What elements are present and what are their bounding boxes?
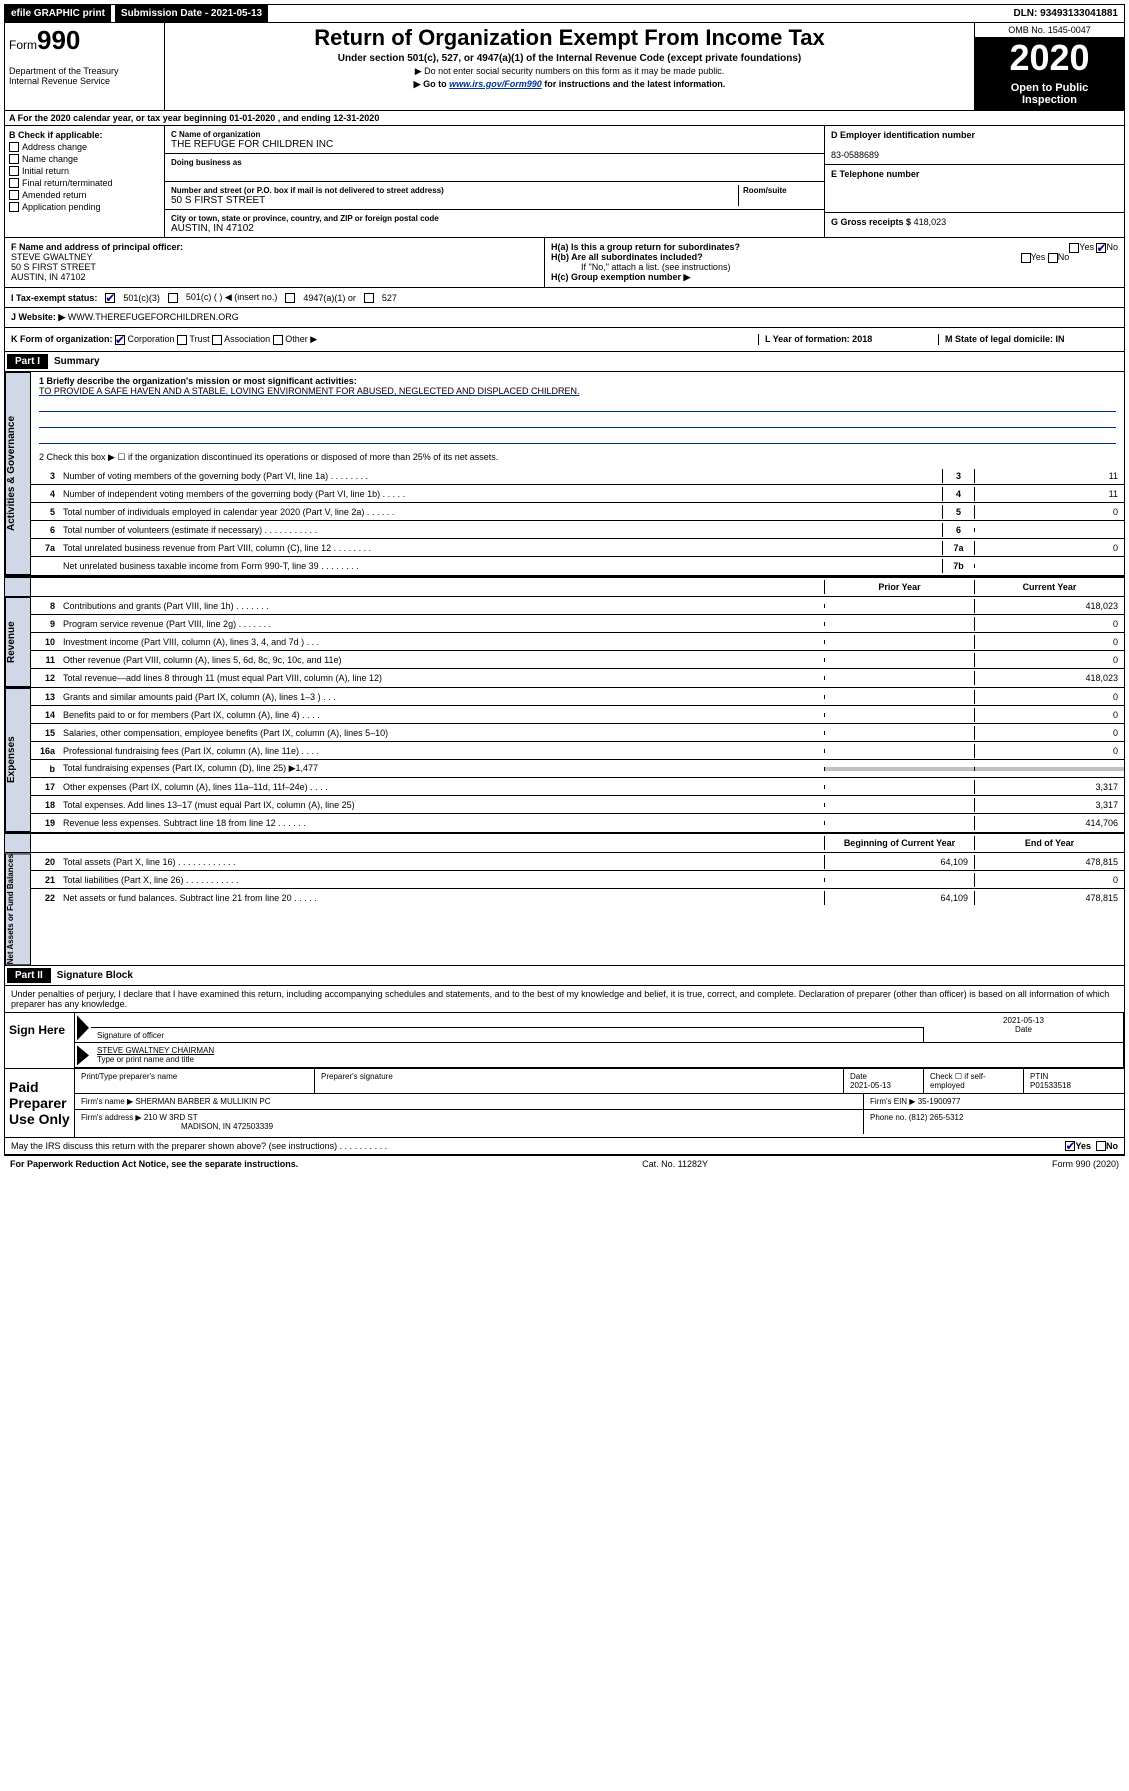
chk-527[interactable] [364,293,374,303]
mission: TO PROVIDE A SAFE HAVEN AND A STABLE, LO… [39,386,1116,396]
chk-assoc[interactable] [212,335,222,345]
phone: (812) 265-5312 [909,1113,964,1122]
gross-receipts: 418,023 [914,217,947,227]
box-b-label: B Check if applicable: [9,130,160,140]
form-header: Form990 Department of the Treasury Inter… [4,23,1125,111]
officer-name: STEVE GWALTNEY [11,252,93,262]
omb: OMB No. 1545-0047 [975,23,1124,38]
part2-header: Part IISignature Block [4,966,1125,986]
expenses-label: Expenses [5,688,31,832]
org-city: AUSTIN, IN 47102 [171,223,254,234]
discuss-no[interactable] [1096,1141,1106,1151]
ha-yes[interactable] [1069,243,1079,253]
ein: 83-0588689 [831,150,879,160]
instr-link: ▶ Go to www.irs.gov/Form990 for instruct… [169,79,970,90]
chk-501c3[interactable] [105,293,115,303]
discuss-row: May the IRS discuss this return with the… [4,1138,1125,1155]
efile-btn[interactable]: efile GRAPHIC print [5,5,111,22]
sign-section: Sign Here Signature of officer 2021-05-1… [4,1013,1125,1069]
ha-no[interactable] [1096,243,1106,253]
chk-pending[interactable] [9,202,19,212]
dln: DLN: 93493133041881 [1013,8,1124,19]
revenue-section: Revenue 8Contributions and grants (Part … [4,597,1125,688]
subtitle: Under section 501(c), 527, or 4947(a)(1)… [169,53,970,64]
website[interactable]: WWW.THEREFUGEFORCHILDREN.ORG [68,312,239,322]
chk-4947[interactable] [285,293,295,303]
tax-year: 2020 [975,38,1124,78]
row-klm: K Form of organization: Corporation Trus… [4,328,1125,352]
chk-trust[interactable] [177,335,187,345]
netassets-section: Net Assets or Fund Balances 20Total asse… [4,853,1125,966]
org-address: 50 S FIRST STREET [171,195,265,206]
netassets-label: Net Assets or Fund Balances [5,853,31,965]
perjury: Under penalties of perjury, I declare th… [4,986,1125,1013]
form-number: Form990 [9,25,160,56]
chk-initial[interactable] [9,166,19,176]
chk-other[interactable] [273,335,283,345]
governance-label: Activities & Governance [5,372,31,575]
submission-date: Submission Date - 2021-05-13 [115,5,268,22]
chk-final[interactable] [9,178,19,188]
revenue-label: Revenue [5,597,31,687]
expenses-section: Expenses 13Grants and similar amounts pa… [4,688,1125,833]
section-bcd: B Check if applicable: Address change Na… [4,126,1125,238]
irs-link[interactable]: www.irs.gov/Form990 [449,79,542,89]
chk-name[interactable] [9,154,19,164]
row-i: I Tax-exempt status: 501(c)(3) 501(c) ( … [4,288,1125,308]
ptin: P01533518 [1030,1081,1071,1090]
dept-label: Department of the Treasury Internal Reve… [9,66,160,86]
hb-yes[interactable] [1021,253,1031,263]
hb-no[interactable] [1048,253,1058,263]
row-fgh: F Name and address of principal officer:… [4,238,1125,288]
org-name: THE REFUGE FOR CHILDREN INC [171,139,333,150]
instr-ssn: ▶ Do not enter social security numbers o… [169,66,970,77]
chk-amended[interactable] [9,190,19,200]
row-j: J Website: ▶ WWW.THEREFUGEFORCHILDREN.OR… [4,308,1125,328]
chk-address[interactable] [9,142,19,152]
open-public: Open to Public Inspection [975,78,1124,110]
discuss-yes[interactable] [1065,1141,1075,1151]
footer: For Paperwork Reduction Act Notice, see … [4,1155,1125,1172]
row-a: A For the 2020 calendar year, or tax yea… [4,111,1125,126]
firm-name: SHERMAN BARBER & MULLIKIN PC [135,1097,270,1106]
chk-corp[interactable] [115,335,125,345]
page-title: Return of Organization Exempt From Incom… [169,25,970,51]
topbar: efile GRAPHIC print Submission Date - 20… [4,4,1125,23]
part1-header: Part ISummary [4,352,1125,372]
governance-section: Activities & Governance 1 Briefly descri… [4,372,1125,576]
chk-501c[interactable] [168,293,178,303]
firm-ein: 35-1900977 [918,1097,961,1106]
paid-preparer-section: Paid Preparer Use Only Print/Type prepar… [4,1069,1125,1138]
